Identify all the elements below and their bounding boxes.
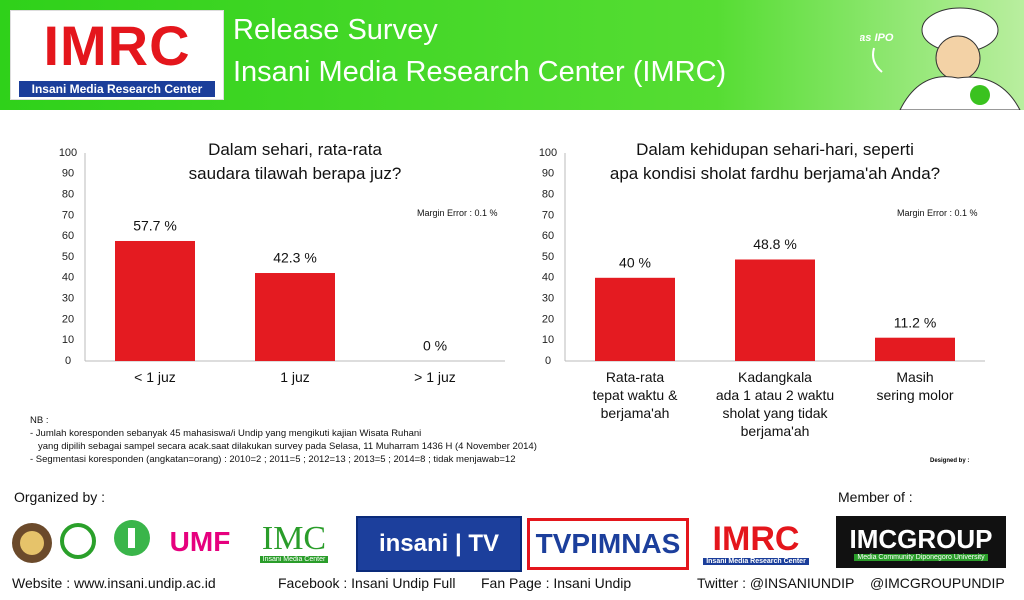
title: Release Survey <box>233 14 438 46</box>
y-tick-label: 40 <box>542 272 554 284</box>
value-label: 42.3 % <box>273 250 317 266</box>
notes: NB : - Jumlah koresponden sebanyak 45 ma… <box>30 414 537 466</box>
y-tick-label: 0 <box>65 355 71 367</box>
y-tick-label: 70 <box>542 209 554 221</box>
x-tick-label: Rata-rata tepat waktu & berjama'ah <box>592 369 678 421</box>
logo-umf: UMF <box>158 516 242 568</box>
y-tick-label: 20 <box>542 313 554 325</box>
chart-title: Dalam sehari, rata-rata saudara tilawah … <box>188 140 402 183</box>
y-tick-label: 60 <box>62 230 74 242</box>
logo-tvpimnas: TVPIMNAS <box>527 518 689 570</box>
logo-insani-tv: insani | TV <box>356 516 522 572</box>
y-tick-label: 0 <box>545 355 551 367</box>
link: Fan Page : Insani Undip <box>481 575 632 591</box>
link: Website : www.insani.undip.ac.id <box>12 575 216 591</box>
chart-title: Dalam kehidupan sehari-hari, seperti apa… <box>609 140 941 183</box>
bar <box>595 277 675 361</box>
header: IMRC Insani Media Research Center Releas… <box>0 0 1024 110</box>
annotation: Margin Error : 0.1 % <box>897 208 978 218</box>
value-label: 11.2 % <box>894 314 937 330</box>
mascot: Mas IPO <box>860 7 1021 110</box>
y-tick-label: 10 <box>542 334 554 346</box>
y-tick-label: 50 <box>542 251 554 263</box>
imrc-caption: Insani Media Research Center <box>703 557 809 565</box>
y-tick-label: 20 <box>62 313 74 325</box>
value-label: 40 % <box>619 255 651 271</box>
value-label: 57.7 % <box>133 218 177 234</box>
y-tick-label: 30 <box>62 293 74 305</box>
imcgroup-caption: Media Community Diponegoro University <box>854 553 988 561</box>
y-tick-label: 40 <box>62 272 74 284</box>
note-line: - Jumlah koresponden sebanyak 45 mahasis… <box>30 428 422 439</box>
bar <box>875 337 955 361</box>
x-tick-label: Kadangkala ada 1 atau 2 waktu sholat yan… <box>715 369 835 439</box>
y-tick-label: 10 <box>62 334 74 346</box>
y-tick-label: 90 <box>62 168 74 180</box>
bar <box>735 259 815 361</box>
imrc-text: IMRC <box>712 519 800 558</box>
y-tick-label: 70 <box>62 209 74 221</box>
logo-text: IMRC <box>43 14 191 77</box>
imcgroup-text: IMCGROUP <box>849 523 993 554</box>
imc-text: IMC <box>261 519 327 557</box>
member-of: Member of : <box>838 489 913 505</box>
logo: IMRC Insani Media Research Center <box>10 10 224 100</box>
mascot-label: Mas IPO <box>860 32 894 44</box>
y-tick-label: 100 <box>59 147 77 159</box>
note-line: yang dipilih sebagai sampel secara acak.… <box>38 441 537 452</box>
x-tick-label: > 1 juz <box>414 369 456 385</box>
logo-imrc: IMRC Insani Media Research Center <box>694 516 818 568</box>
logo-caption: Insani Media Research Center <box>19 81 215 97</box>
value-label: 0 % <box>423 338 447 354</box>
y-tick-label: 50 <box>62 251 74 263</box>
logo-imcgroup: IMCGROUP Media Community Diponegoro Univ… <box>836 516 1006 568</box>
bar <box>255 273 335 361</box>
bar <box>115 240 195 361</box>
y-tick-label: 90 <box>542 168 554 180</box>
organized-by: Organized by : <box>14 489 106 505</box>
logo-imc: IMC Insani Media Center <box>250 516 338 568</box>
y-tick-label: 60 <box>542 230 554 242</box>
imc-caption: Insani Media Center <box>259 555 329 563</box>
y-tick-label: 80 <box>542 189 554 201</box>
y-tick-label: 30 <box>542 293 554 305</box>
subtitle: Insani Media Research Center (IMRC) <box>233 56 727 88</box>
value-label: 48.8 % <box>753 236 797 252</box>
partner-logos <box>12 520 150 563</box>
x-tick-label: 1 juz <box>280 369 310 385</box>
link: Facebook : Insani Undip Full <box>278 575 456 591</box>
x-tick-label: < 1 juz <box>134 369 176 385</box>
link: @IMCGROUPUNDIP <box>870 575 1005 591</box>
insani-tv-text: insani | TV <box>378 530 500 557</box>
tvpimnas-text: TVPIMNAS <box>535 528 681 559</box>
x-tick-label: Masih sering molor <box>876 369 954 403</box>
y-tick-label: 100 <box>539 147 557 159</box>
note-line: - Segmentasi koresponden (angkatan=orang… <box>30 454 516 465</box>
annotation: Margin Error : 0.1 % <box>417 208 498 218</box>
umf-text: UMF <box>169 526 231 557</box>
notes-heading: NB : <box>30 415 49 426</box>
designed-by: Designed by : <box>930 458 970 464</box>
y-tick-label: 80 <box>62 189 74 201</box>
link: Twitter : @INSANIUNDIP <box>697 575 855 591</box>
